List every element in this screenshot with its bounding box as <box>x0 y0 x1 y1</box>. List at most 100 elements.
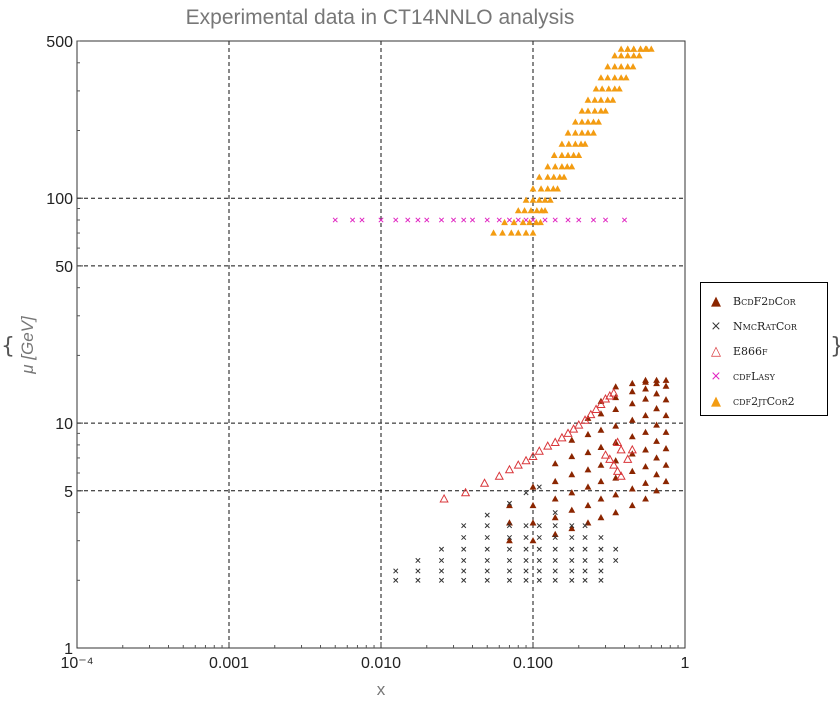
data-point <box>523 577 529 583</box>
data-point <box>537 218 544 226</box>
data-point <box>523 534 529 541</box>
series-cdf2jtcor2 <box>490 45 655 236</box>
data-point <box>584 483 592 490</box>
data-point <box>568 506 576 513</box>
data-point <box>393 217 399 223</box>
data-point <box>582 568 588 574</box>
data-point <box>552 577 558 583</box>
data-point <box>546 196 554 203</box>
data-point <box>597 107 605 114</box>
data-point <box>647 45 655 52</box>
data-point <box>637 45 644 52</box>
data-point <box>552 534 558 541</box>
legend-item-cdf2jtcor2: ▲ cdf2jtCor2 <box>707 391 795 411</box>
series-cdflasy <box>332 217 628 223</box>
filled-triangle-icon: ▲ <box>711 293 721 309</box>
data-point <box>552 568 558 574</box>
data-point <box>584 466 592 473</box>
data-point <box>438 557 445 564</box>
data-point <box>527 207 535 214</box>
data-point <box>544 185 552 192</box>
data-point <box>510 218 518 226</box>
data-point <box>629 63 637 70</box>
data-point <box>544 163 552 170</box>
data-point <box>568 163 576 170</box>
data-point <box>597 495 605 502</box>
data-point <box>529 196 537 203</box>
data-point <box>628 467 636 474</box>
data-point <box>378 217 384 223</box>
data-point <box>568 452 576 460</box>
data-point <box>568 424 579 433</box>
data-point <box>584 501 592 509</box>
data-point <box>612 405 620 413</box>
data-point <box>624 52 632 59</box>
data-point <box>662 382 670 389</box>
data-point <box>551 530 559 537</box>
data-point <box>506 546 513 552</box>
data-point <box>558 163 566 170</box>
data-point <box>653 437 660 444</box>
data-point <box>630 45 638 52</box>
data-point <box>605 390 615 400</box>
data-point <box>560 173 568 180</box>
data-point <box>616 444 626 454</box>
y-tick-label: 50 <box>55 259 73 276</box>
legend-label: cdfLasy <box>733 369 775 383</box>
grid <box>77 41 685 648</box>
data-point <box>519 218 527 226</box>
x-axis-label: x <box>377 680 386 699</box>
data-point <box>484 546 490 552</box>
legend-close-brace: } <box>830 334 840 359</box>
data-point <box>653 376 660 383</box>
data-point <box>595 118 602 125</box>
data-point <box>574 420 584 429</box>
data-point <box>479 478 490 487</box>
data-point <box>597 461 605 468</box>
data-point <box>611 85 619 92</box>
legend-open-brace: { <box>1 334 15 359</box>
data-point <box>552 510 558 516</box>
data-point <box>506 500 513 506</box>
data-point <box>612 466 623 475</box>
data-point <box>616 471 626 480</box>
legend: ▲ BcdF2dCor × NmcRatCor △ E866f × cdfLas… <box>700 282 828 416</box>
data-point <box>662 411 670 419</box>
data-point <box>628 379 636 387</box>
data-point <box>584 430 592 438</box>
data-point <box>506 523 513 529</box>
series-nmcratcor <box>393 484 619 583</box>
data-point <box>613 557 619 564</box>
data-point <box>558 140 566 147</box>
data-point <box>513 460 523 469</box>
data-point <box>582 577 588 583</box>
data-point <box>597 410 605 417</box>
data-point <box>642 463 649 470</box>
data-point <box>642 428 649 435</box>
data-point <box>529 537 537 544</box>
data-point <box>551 495 559 502</box>
data-point <box>597 514 605 521</box>
data-point <box>617 63 625 70</box>
data-point <box>541 207 549 214</box>
data-point <box>522 196 530 203</box>
data-point <box>611 63 619 70</box>
data-point <box>550 173 558 180</box>
data-point <box>350 217 356 223</box>
data-point <box>506 537 513 544</box>
data-point <box>523 568 529 574</box>
data-point <box>582 546 588 552</box>
data-point <box>506 577 513 583</box>
data-point <box>597 443 605 450</box>
data-point <box>568 436 576 443</box>
data-point <box>461 546 467 552</box>
data-point <box>584 118 592 125</box>
data-point <box>597 74 605 81</box>
data-point <box>438 577 445 583</box>
data-point <box>642 479 649 486</box>
data-point <box>653 487 660 494</box>
data-point <box>597 96 605 103</box>
data-point <box>605 454 615 463</box>
data-point <box>424 217 430 223</box>
